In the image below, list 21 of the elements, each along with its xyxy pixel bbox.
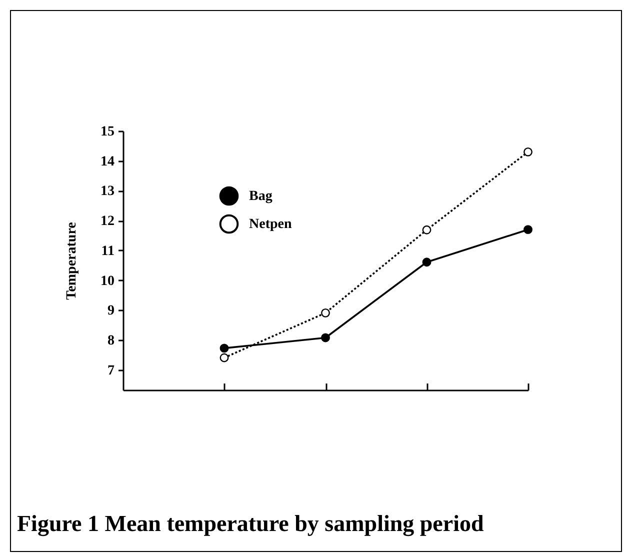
y-tick-label: 13 — [100, 184, 114, 200]
y-tick-label: 14 — [100, 154, 114, 170]
point — [321, 308, 330, 318]
y-tick-label: 12 — [100, 214, 114, 230]
legend-label: Netpen — [249, 217, 292, 232]
y-axis-title: Temperature — [64, 222, 80, 300]
point — [220, 344, 229, 353]
point — [422, 258, 432, 267]
y-tick-label: 11 — [101, 244, 114, 259]
point — [422, 225, 432, 234]
text: Figure 1 Mean temperature by sampling period — [17, 510, 484, 537]
y-tick-label: 7 — [108, 363, 114, 378]
point — [220, 353, 229, 362]
y-tick-label: 8 — [108, 334, 114, 349]
legend-label: Bag — [249, 189, 272, 204]
y-tick-label: 10 — [100, 274, 114, 289]
point — [524, 225, 532, 234]
point — [321, 333, 330, 342]
y-tick-label: 9 — [108, 304, 114, 319]
point — [524, 147, 532, 156]
y-tick-label: 15 — [100, 124, 114, 140]
